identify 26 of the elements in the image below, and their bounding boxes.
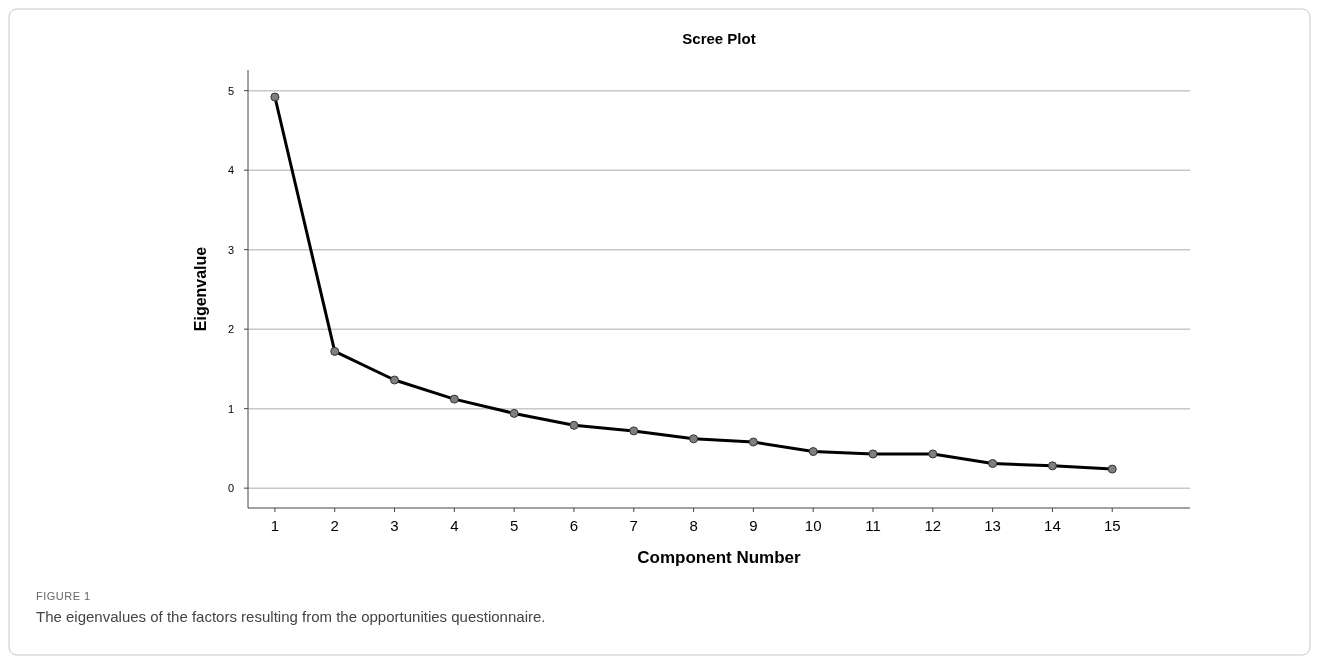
y-tick-label: 5 [227, 84, 234, 97]
x-tick-label: 14 [1044, 517, 1061, 534]
y-tick-label: 2 [227, 323, 234, 336]
x-tick-label: 7 [629, 517, 638, 534]
x-tick-label: 4 [450, 517, 459, 534]
y-axis-title: Eigenvalue [192, 246, 209, 332]
x-tick-label: 3 [390, 517, 399, 534]
y-tick-label: 4 [227, 164, 234, 177]
x-tick-label: 11 [865, 517, 881, 534]
caption: FIGURE 1 [36, 590, 91, 602]
x-tick-label: 5 [509, 517, 519, 534]
text: The eigenvalues of the factors resulting from the opportunities questionnaire. [36, 608, 546, 625]
x-tick-label: 2 [330, 517, 339, 534]
x-tick-label: 8 [689, 517, 698, 534]
y-tick-label: 3 [227, 243, 234, 256]
x-tick-label: 13 [984, 517, 1001, 534]
x-tick-label: 12 [924, 517, 942, 534]
x-tick-label: 6 [569, 517, 579, 534]
y-tick-label: 0 [227, 482, 234, 495]
chart-title: Scree Plot [682, 30, 756, 47]
x-tick-label: 1 [270, 517, 280, 534]
y-tick-label: 1 [227, 402, 234, 415]
x-tick-label: 15 [1103, 517, 1121, 534]
x-tick-label: 10 [804, 517, 822, 534]
x-axis-title: Component Number [637, 548, 802, 567]
x-tick-label: 9 [749, 517, 758, 534]
